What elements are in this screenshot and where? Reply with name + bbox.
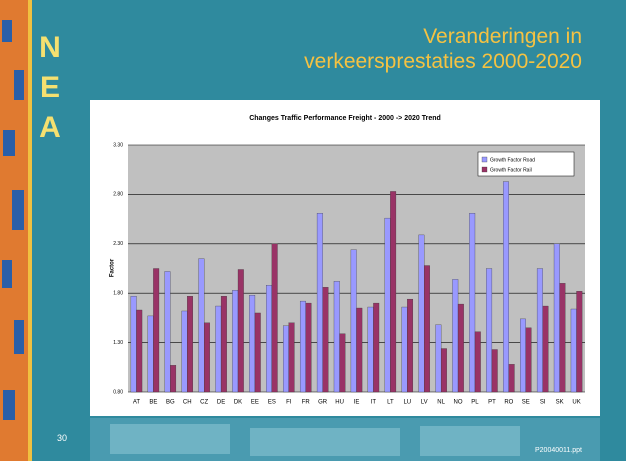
y-tick-label: 0.80 <box>113 389 123 395</box>
x-tick-label: NL <box>437 400 445 406</box>
bar <box>266 285 272 392</box>
legend-label: Growth Factor Rail <box>490 167 532 173</box>
x-tick-label: ES <box>268 400 276 406</box>
bar <box>537 269 543 393</box>
x-tick-label: AT <box>133 400 141 406</box>
bar <box>283 326 289 392</box>
bar <box>170 365 176 392</box>
bar <box>238 269 244 392</box>
x-tick-label: PT <box>488 400 496 406</box>
bar <box>131 296 137 392</box>
bar <box>402 307 408 392</box>
bar <box>441 349 447 392</box>
bar <box>216 306 222 392</box>
bar <box>554 244 560 392</box>
x-tick-label: LU <box>403 400 411 406</box>
x-tick-label: UK <box>572 400 580 406</box>
x-tick-label: CZ <box>200 400 208 406</box>
bar <box>526 328 532 392</box>
bar <box>385 218 391 392</box>
bar <box>249 295 255 392</box>
bar <box>452 279 458 392</box>
bar <box>317 213 323 392</box>
y-tick-label: 1.80 <box>113 291 123 297</box>
bar <box>503 182 509 392</box>
x-tick-label: NO <box>454 400 463 406</box>
x-tick-label: DK <box>234 400 242 406</box>
x-tick-label: DE <box>217 400 225 406</box>
bar <box>334 281 340 392</box>
x-tick-label: FI <box>286 400 292 406</box>
bar <box>340 334 346 392</box>
bar <box>424 266 430 392</box>
x-tick-label: BE <box>149 400 157 406</box>
bar <box>407 299 413 392</box>
bar <box>486 269 492 393</box>
legend-swatch <box>482 157 487 162</box>
x-tick-label: BG <box>166 400 175 406</box>
x-tick-label: SK <box>556 400 564 406</box>
y-axis-label: Factor <box>110 258 116 277</box>
bar <box>153 269 159 393</box>
bar <box>255 313 261 392</box>
x-tick-label: LV <box>421 400 428 406</box>
bar <box>199 259 205 392</box>
x-tick-label: GR <box>318 400 328 406</box>
bar <box>560 283 566 392</box>
bar <box>436 325 442 392</box>
x-tick-label: RO <box>504 400 513 406</box>
bar <box>300 301 306 392</box>
x-tick-label: LT <box>387 400 394 406</box>
bar <box>509 364 515 392</box>
slide: NEA Veranderingen in verkeersprestaties … <box>0 0 626 461</box>
x-tick-label: HU <box>335 400 344 406</box>
x-tick-label: FR <box>302 400 311 406</box>
y-tick-label: 2.30 <box>113 241 123 247</box>
bar <box>187 296 193 392</box>
bar <box>492 350 498 392</box>
x-tick-label: SI <box>540 400 546 406</box>
bar <box>419 235 425 392</box>
bar <box>543 306 549 392</box>
legend-label: Growth Factor Road <box>490 157 535 163</box>
bar <box>221 296 227 392</box>
bar <box>520 319 526 392</box>
bar <box>390 191 396 392</box>
chart-title: Changes Traffic Performance Freight - 20… <box>249 115 441 122</box>
y-tick-label: 1.30 <box>113 340 123 346</box>
x-tick-label: SE <box>522 400 530 406</box>
x-tick-label: PL <box>471 400 479 406</box>
bar <box>577 291 583 392</box>
legend-swatch <box>482 167 487 172</box>
bar <box>469 213 475 392</box>
bar <box>148 316 154 392</box>
x-tick-label: CH <box>183 400 192 406</box>
x-tick-label: IT <box>371 400 377 406</box>
bar <box>571 309 577 392</box>
bar <box>373 303 379 392</box>
x-tick-label: IE <box>354 400 360 406</box>
bar <box>272 244 278 392</box>
bar <box>475 332 481 392</box>
y-tick-label: 3.30 <box>113 142 123 148</box>
bar <box>204 323 210 392</box>
y-tick-label: 2.80 <box>113 192 123 198</box>
bar <box>323 287 329 392</box>
bar <box>458 304 464 392</box>
bar <box>357 308 363 392</box>
bar <box>136 310 142 392</box>
bar <box>165 271 171 392</box>
bar <box>232 290 238 392</box>
bar <box>289 323 295 392</box>
bar <box>368 307 374 392</box>
x-tick-label: EE <box>251 400 259 406</box>
chart: Changes Traffic Performance Freight - 20… <box>0 0 626 461</box>
bar <box>182 311 188 392</box>
bar <box>306 303 312 392</box>
bar <box>351 250 357 392</box>
